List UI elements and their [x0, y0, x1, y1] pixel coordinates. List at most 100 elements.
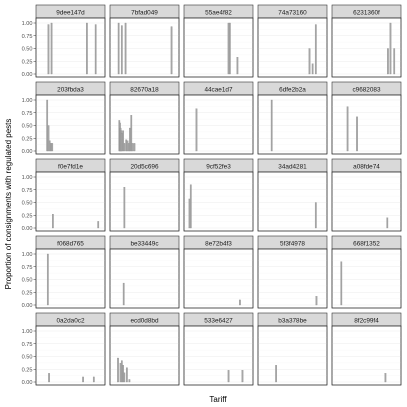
facet-border: [183, 17, 254, 78]
facet-panel: 7bfad049: [109, 4, 180, 78]
data-bar: [124, 22, 127, 75]
facet-panel: ecd0d8bd: [109, 312, 180, 386]
data-bar: [131, 143, 134, 152]
facet-plot-area: [183, 17, 254, 78]
y-tick-label: 1.00: [22, 252, 33, 258]
y-tick-label: 0.00: [22, 72, 33, 78]
data-bar: [50, 22, 53, 75]
facet-border: [35, 94, 106, 155]
facet-border: [35, 17, 106, 78]
y-tick-label: 0.50: [22, 278, 33, 284]
facet-panel: 9cf52fe3: [183, 158, 254, 232]
facet-panel: 55ae4f82: [183, 4, 254, 78]
facet-label: 74a73160: [278, 9, 307, 16]
facet-label: be33449c: [130, 240, 159, 247]
y-tick-label: 0.00: [22, 380, 33, 386]
facet-border: [257, 94, 328, 155]
data-bar: [393, 48, 396, 75]
data-bar: [117, 357, 119, 383]
y-tick-label: 1.00: [22, 98, 33, 104]
data-bar: [241, 370, 244, 383]
y-tick-label: 0.25: [22, 59, 33, 65]
y-tick-label: 0.75: [22, 34, 33, 40]
facet-label: a08fde74: [353, 163, 380, 170]
data-bar: [387, 48, 389, 75]
data-bar: [170, 26, 173, 75]
facet-label: 82670a18: [130, 86, 159, 93]
data-bar: [389, 22, 392, 75]
data-bar: [46, 253, 49, 306]
data-bar: [82, 376, 84, 383]
facet-label: f068d765: [57, 240, 84, 247]
facet-panel: 0a2da0c2 0.00 0.25 0.50 0.75 1.00: [22, 312, 106, 386]
data-bar: [92, 376, 95, 383]
facet-panel: 6231360f: [331, 4, 402, 78]
data-bar: [195, 108, 198, 152]
data-bar: [384, 373, 387, 383]
data-bar: [123, 187, 126, 229]
facet-label: f0e7fd1e: [58, 163, 83, 170]
facet-plot-area: [331, 325, 402, 386]
y-tick-label: 0.00: [22, 303, 33, 309]
facet-border: [331, 325, 402, 386]
facet-plot-area: [183, 171, 254, 232]
data-bar: [356, 116, 358, 152]
facet-panel: 34ad4281: [257, 158, 328, 232]
facet-plot-area: [35, 17, 106, 78]
facet-border: [35, 248, 106, 309]
facet-panel: b3a378be: [257, 312, 328, 386]
y-tick-label: 0.50: [22, 124, 33, 130]
facet-label: b3a378be: [278, 317, 307, 324]
facet-grid: 9dee147d 0.00 0.25 0.50 0.75 1.00 7bfad049 55ae…: [22, 4, 402, 386]
facet-label: 203fbda3: [57, 86, 84, 93]
facet-panel: 6dfe2b2a: [257, 81, 328, 155]
data-bar: [97, 221, 100, 229]
data-bar: [48, 373, 50, 383]
y-tick-label: 0.25: [22, 213, 33, 219]
data-bar: [275, 365, 277, 383]
facet-border: [109, 171, 180, 232]
data-bar: [128, 379, 131, 383]
facet-panel: 44cae1d7: [183, 81, 254, 155]
facet-label: 6dfe2b2a: [279, 86, 306, 93]
data-bar: [123, 372, 126, 383]
facet-border: [109, 248, 180, 309]
facet-border: [109, 94, 180, 155]
facet-plot-area: [183, 94, 254, 155]
facet-panel: f0e7fd1e 0.00 0.25 0.50 0.75 1.00: [22, 158, 106, 232]
y-tick-label: 1.00: [22, 21, 33, 27]
facet-panel: 8e72b4f3: [183, 235, 254, 309]
facet-panel: 668f1352: [331, 235, 402, 309]
facet-label: 533e6427: [204, 317, 233, 324]
data-bar: [314, 202, 317, 229]
facet-border: [183, 94, 254, 155]
facet-border: [331, 248, 402, 309]
data-bar: [123, 143, 126, 152]
data-bar: [228, 22, 231, 75]
y-tick-label: 0.25: [22, 290, 33, 296]
facet-border: [183, 325, 254, 386]
data-bar: [86, 22, 88, 75]
y-tick-label: 0.00: [22, 226, 33, 232]
data-bar: [386, 217, 389, 229]
y-tick-label: 1.00: [22, 329, 33, 335]
facet-plot-area: [331, 171, 402, 232]
data-bar: [117, 22, 120, 75]
data-bar: [314, 24, 317, 75]
data-bar: [315, 296, 318, 306]
data-bar: [122, 282, 125, 306]
facet-plot-area: [331, 94, 402, 155]
data-bar: [270, 99, 273, 152]
data-bar: [52, 214, 54, 229]
y-tick-label: 0.75: [22, 342, 33, 348]
data-bar: [133, 143, 136, 152]
facet-label: 8f2c99f4: [354, 317, 379, 324]
facet-label: 668f1352: [353, 240, 380, 247]
data-bar: [227, 370, 230, 383]
facet-panel: be33449c: [109, 235, 180, 309]
facet-label: 5f3f4978: [280, 240, 305, 247]
y-tick-label: 0.50: [22, 47, 33, 53]
facet-label: 0a2da0c2: [56, 317, 85, 324]
y-axis-title: Proportion of consignments with regulate…: [4, 119, 13, 290]
